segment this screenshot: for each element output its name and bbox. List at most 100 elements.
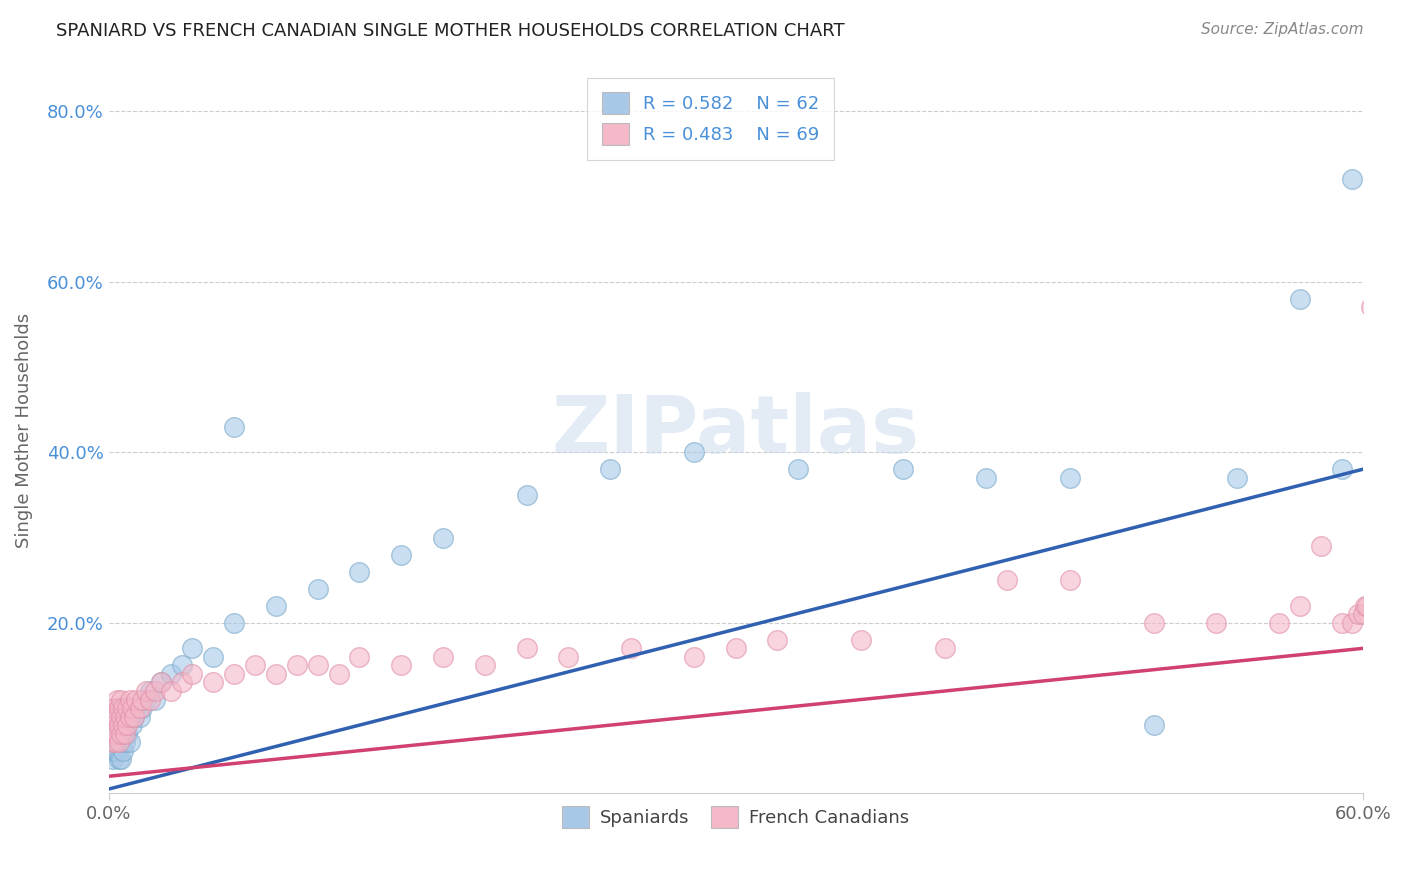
Text: SPANIARD VS FRENCH CANADIAN SINGLE MOTHER HOUSEHOLDS CORRELATION CHART: SPANIARD VS FRENCH CANADIAN SINGLE MOTHE…: [56, 22, 845, 40]
Point: [129, 709, 152, 723]
Point: [108, 709, 131, 723]
Point: [285, 658, 308, 673]
Point: [1347, 607, 1369, 622]
Point: [766, 632, 789, 647]
Point: [349, 649, 371, 664]
Point: [243, 658, 266, 673]
Point: [389, 658, 412, 673]
Point: [170, 658, 193, 673]
Point: [849, 632, 872, 647]
Point: [112, 701, 135, 715]
Point: [105, 709, 128, 723]
Point: [105, 709, 128, 723]
Point: [110, 726, 132, 740]
Point: [121, 701, 143, 715]
Point: [1351, 607, 1374, 622]
Point: [110, 735, 132, 749]
Point: [135, 692, 157, 706]
Point: [181, 667, 204, 681]
Point: [143, 684, 166, 698]
Point: [100, 744, 122, 758]
Point: [891, 462, 914, 476]
Point: [101, 701, 124, 715]
Point: [118, 709, 141, 723]
Point: [1205, 615, 1227, 630]
Point: [181, 641, 204, 656]
Point: [105, 726, 128, 740]
Point: [100, 735, 122, 749]
Point: [934, 641, 956, 656]
Point: [112, 718, 135, 732]
Point: [129, 701, 152, 715]
Point: [108, 701, 131, 715]
Point: [202, 649, 225, 664]
Point: [135, 684, 157, 698]
Point: [389, 548, 412, 562]
Point: [432, 649, 454, 664]
Point: [1355, 599, 1378, 613]
Point: [108, 718, 131, 732]
Point: [118, 735, 141, 749]
Point: [114, 735, 136, 749]
Point: [1330, 462, 1353, 476]
Point: [131, 701, 153, 715]
Point: [1143, 718, 1166, 732]
Point: [516, 488, 538, 502]
Point: [222, 615, 245, 630]
Point: [114, 718, 136, 732]
Text: Source: ZipAtlas.com: Source: ZipAtlas.com: [1201, 22, 1364, 37]
Point: [557, 649, 579, 664]
Point: [1309, 539, 1331, 553]
Point: [104, 718, 127, 732]
Point: [125, 701, 148, 715]
Point: [125, 692, 148, 706]
Point: [114, 726, 136, 740]
Point: [1341, 615, 1364, 630]
Point: [105, 726, 128, 740]
Point: [100, 718, 122, 732]
Point: [108, 752, 131, 766]
Point: [599, 462, 621, 476]
Point: [112, 718, 135, 732]
Point: [1354, 599, 1376, 613]
Point: [110, 701, 132, 715]
Point: [117, 726, 139, 740]
Point: [117, 718, 139, 732]
Point: [995, 573, 1018, 587]
Point: [121, 718, 143, 732]
Point: [108, 735, 131, 749]
Point: [307, 582, 329, 596]
Point: [139, 692, 162, 706]
Point: [620, 641, 643, 656]
Y-axis label: Single Mother Households: Single Mother Households: [15, 313, 32, 549]
Point: [110, 709, 132, 723]
Point: [139, 684, 162, 698]
Point: [101, 752, 124, 766]
Point: [110, 692, 132, 706]
Point: [105, 692, 128, 706]
Point: [787, 462, 810, 476]
Text: ZIPatlas: ZIPatlas: [551, 392, 920, 470]
Point: [682, 445, 704, 459]
Point: [432, 531, 454, 545]
Point: [264, 599, 287, 613]
Point: [122, 709, 145, 723]
Point: [1226, 471, 1249, 485]
Point: [160, 667, 183, 681]
Point: [170, 675, 193, 690]
Point: [724, 641, 747, 656]
Point: [264, 667, 287, 681]
Point: [349, 565, 371, 579]
Point: [143, 692, 166, 706]
Point: [1268, 615, 1291, 630]
Legend: Spaniards, French Canadians: Spaniards, French Canadians: [555, 798, 917, 835]
Point: [117, 701, 139, 715]
Point: [1143, 615, 1166, 630]
Point: [118, 692, 141, 706]
Point: [122, 709, 145, 723]
Point: [1059, 471, 1081, 485]
Point: [105, 744, 128, 758]
Point: [108, 735, 131, 749]
Point: [118, 709, 141, 723]
Point: [328, 667, 350, 681]
